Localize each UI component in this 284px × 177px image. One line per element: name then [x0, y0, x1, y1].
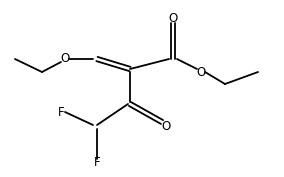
Text: F: F: [94, 156, 100, 170]
Text: O: O: [196, 65, 206, 79]
Text: O: O: [161, 121, 171, 133]
Text: F: F: [58, 105, 64, 118]
Text: O: O: [60, 53, 70, 65]
Text: O: O: [168, 13, 178, 25]
